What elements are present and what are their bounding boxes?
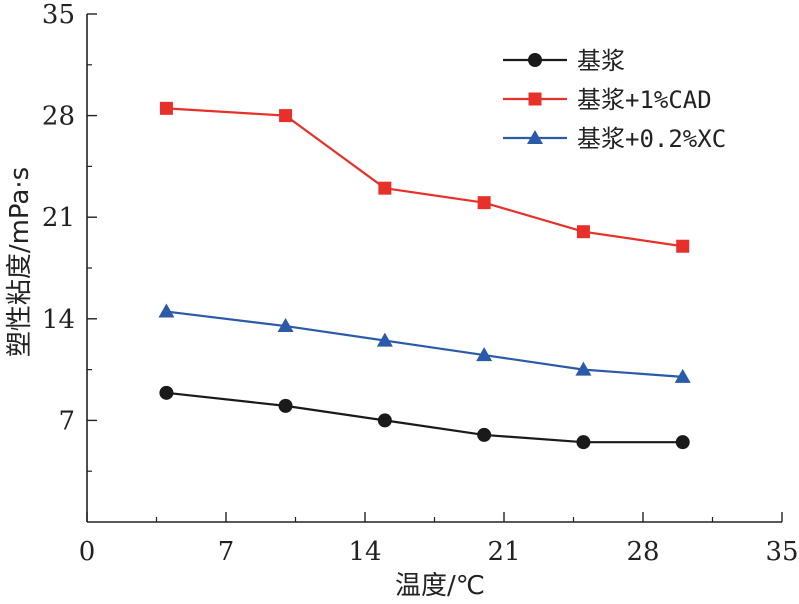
series-2 [159,101,690,253]
x-tick-label: 35 [765,537,798,567]
x-tick-label: 21 [487,537,520,567]
legend-item-1: 基浆 [503,47,625,75]
legend-item-2: 基浆+1%CAD [503,86,712,114]
data-point [277,318,294,333]
x-tick-label: 14 [348,537,381,567]
series-line [166,310,683,378]
data-point [476,347,493,362]
data-point [377,413,392,428]
data-point [376,332,393,347]
data-point [279,109,293,123]
legend-label: 基浆+1%CAD [577,86,712,114]
series-line [166,107,683,248]
data-point [477,427,492,442]
x-axis-title: 温度/℃ [395,571,485,601]
series-line [166,391,683,444]
series-1 [159,385,690,450]
legend-marker [527,130,543,144]
data-point [675,435,690,450]
y-axis-title: 塑性粘度/mPa·s [5,167,35,357]
data-point [676,239,690,253]
ticks: 0 7 14 21 28 35 7 14 21 28 35 [42,0,799,567]
data-point [576,435,591,450]
legend-marker [528,92,542,106]
y-tick-label: 21 [42,203,75,233]
series-group [158,101,691,450]
x-tick-label: 28 [626,537,659,567]
x-tick-label: 7 [218,537,235,567]
data-point [575,361,592,376]
legend-marker [528,53,542,67]
data-point [158,303,175,318]
data-point [674,368,691,383]
data-point [278,398,293,413]
data-point [477,196,491,210]
x-tick-label: 0 [79,537,96,567]
y-tick-label: 14 [42,305,75,335]
y-tick-label: 35 [42,0,75,30]
y-tick-label: 7 [58,406,75,436]
y-tick-label: 28 [42,102,75,132]
data-point [378,181,392,195]
legend-item-3: 基浆+0.2%XC [503,125,726,153]
legend-label: 基浆+0.2%XC [577,125,726,153]
data-point [159,101,173,115]
legend-label: 基浆 [577,47,625,75]
data-point [576,225,590,239]
data-point [159,385,174,400]
series-3 [158,303,691,383]
